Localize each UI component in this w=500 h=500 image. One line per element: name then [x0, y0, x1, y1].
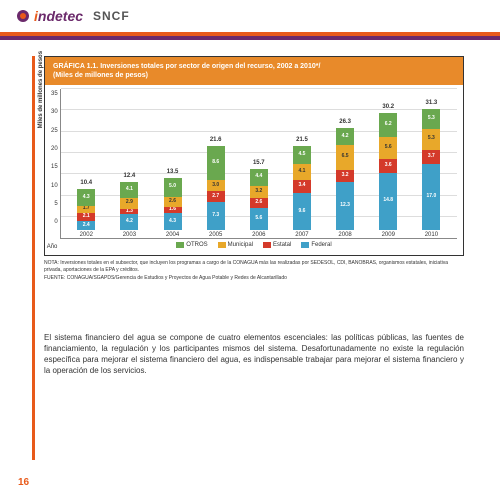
- bar-2007: 21.59.63.44.14.52007: [280, 146, 323, 238]
- bar-2008: 26.312.33.26.54.22008: [324, 128, 367, 238]
- chart-container: GRÁFICA 1.1. Inversiones totales por sec…: [44, 56, 464, 256]
- chart-note: NOTA: Inversiones totales en el subsecto…: [44, 260, 464, 282]
- chart-legend: OTROS Municipal Estatal Federal: [51, 239, 457, 253]
- nota-line2: FUENTE: CONAGUA/SGAPDS/Gerencia de Estud…: [44, 275, 464, 282]
- chart-area: Miles de millones de pesos 3530252015105…: [51, 89, 457, 239]
- legend-otros: OTROS: [176, 242, 207, 248]
- body-paragraph: El sistema financiero del agua se compon…: [44, 332, 464, 377]
- x-category-label: Año: [47, 244, 58, 250]
- y-axis-label: Miles de millones de pesos: [38, 51, 44, 128]
- chart-title-line1: GRÁFICA 1.1. Inversiones totales por sec…: [53, 62, 455, 71]
- sncf-logo: SNCF: [93, 9, 130, 23]
- legend-estatal: Estatal: [263, 242, 291, 248]
- bar-2009: 30.214.83.65.66.22009: [367, 113, 410, 238]
- bar-2003: 12.44.21.32.94.12003: [108, 182, 151, 239]
- page-header: indetec SNCF: [0, 0, 500, 36]
- chart-plot: Año 10.42.42.11.74.3200212.44.21.32.94.1…: [60, 89, 457, 239]
- indetec-logo-icon: [16, 9, 30, 23]
- chart-title-line2: (Miles de millones de pesos): [53, 71, 455, 80]
- page-number: 16: [18, 477, 29, 488]
- chart-body: Miles de millones de pesos 3530252015105…: [45, 85, 463, 255]
- legend-federal: Federal: [301, 242, 331, 248]
- bar-2010: 31.317.03.75.35.32010: [410, 109, 453, 239]
- page-content: GRÁFICA 1.1. Inversiones totales por sec…: [0, 36, 500, 386]
- bar-2006: 15.75.62.63.24.42006: [237, 169, 280, 238]
- nota-line1: NOTA: Inversiones totales en el subsecto…: [44, 260, 464, 273]
- bar-2005: 21.67.32.73.08.62005: [194, 146, 237, 238]
- y-axis: Miles de millones de pesos 3530252015105…: [51, 89, 60, 239]
- legend-municipal: Municipal: [218, 242, 253, 248]
- chart-title: GRÁFICA 1.1. Inversiones totales por sec…: [45, 57, 463, 85]
- bar-2002: 10.42.42.11.74.32002: [65, 189, 108, 238]
- accent-stripe: [32, 56, 35, 460]
- indetec-logo: indetec: [16, 8, 83, 24]
- bar-2004: 13.54.31.62.65.02004: [151, 178, 194, 238]
